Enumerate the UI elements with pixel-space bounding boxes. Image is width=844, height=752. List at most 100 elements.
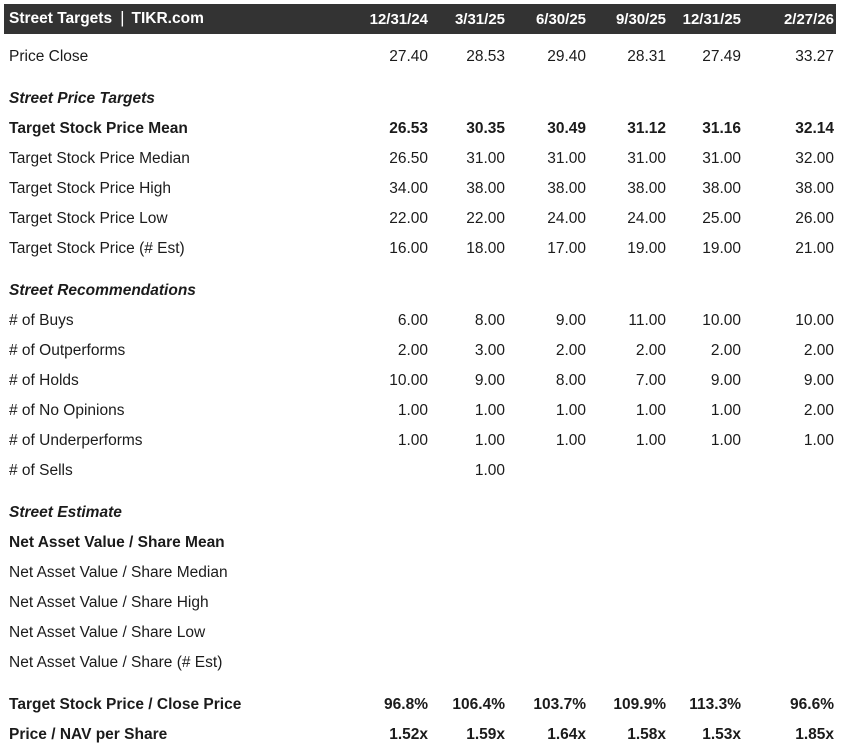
row-value: 38.00 <box>547 180 586 197</box>
row-value: 8.00 <box>555 372 586 389</box>
row-value: 28.31 <box>627 48 666 65</box>
row-value: 22.00 <box>389 210 428 227</box>
row-value: 8.00 <box>474 312 505 329</box>
row-value: 30.49 <box>547 120 586 137</box>
row-label: Target Stock Price / Close Price <box>9 696 242 713</box>
row-label: # of Outperforms <box>9 342 126 359</box>
row-value: 28.53 <box>466 48 505 65</box>
row-value: 16.00 <box>389 240 428 257</box>
row-value: 2.00 <box>803 402 834 419</box>
table-row: Net Asset Value / Share Low <box>4 618 836 648</box>
table-row: # of No Opinions 1.00 1.00 1.00 1.00 1.00 2.00 <box>4 396 836 426</box>
table-row: Target Stock Price Median 26.50 31.00 31.00… <box>4 144 836 174</box>
row-value: 6.00 <box>397 312 428 329</box>
row-label: Target Stock Price High <box>9 180 171 197</box>
row-value: 1.53x <box>702 726 741 743</box>
header-date-column: 2/27/26 <box>783 10 834 28</box>
row-value: 26.00 <box>795 210 834 227</box>
row-value: 31.00 <box>547 150 586 167</box>
table-title: Street Targets | TIKR.com <box>4 8 350 29</box>
row-value: 25.00 <box>702 210 741 227</box>
header-date-column: 12/31/25 <box>682 10 741 28</box>
row-value: 32.00 <box>795 150 834 167</box>
table-row: Target Stock Price / Close Price 96.8% 106… <box>4 690 836 720</box>
row-label: Net Asset Value / Share (# Est) <box>9 654 223 671</box>
row-label: Street Recommendations <box>9 282 196 299</box>
row-value: 9.00 <box>803 372 834 389</box>
header-date-column: 3/31/25 <box>454 10 505 28</box>
row-value: 22.00 <box>466 210 505 227</box>
row-value: 38.00 <box>702 180 741 197</box>
table-row: Net Asset Value / Share High <box>4 588 836 618</box>
row-value: 10.00 <box>389 372 428 389</box>
table-row: Target Stock Price Low 22.00 22.00 24.00 24.… <box>4 204 836 234</box>
row-value: 1.00 <box>397 432 428 449</box>
row-label: Net Asset Value / Share High <box>9 594 209 611</box>
row-value: 96.6% <box>790 696 834 713</box>
row-value: 29.40 <box>547 48 586 65</box>
row-value: 11.00 <box>628 312 666 329</box>
row-value: 2.00 <box>635 342 666 359</box>
row-value: 18.00 <box>466 240 505 257</box>
row-value: 26.50 <box>389 150 428 167</box>
table-row: # of Underperforms 1.00 1.00 1.00 1.00 1.00 1.… <box>4 426 836 456</box>
row-value: 31.00 <box>627 150 666 167</box>
row-value: 38.00 <box>795 180 834 197</box>
table-row: Price / NAV per Share 1.52x 1.59x 1.64x 1.58… <box>4 720 836 750</box>
table-row: Target Stock Price Mean 26.53 30.35 30.49 31… <box>4 114 836 144</box>
row-value: 38.00 <box>627 180 666 197</box>
table-row: Price Close 27.40 28.53 29.40 28.31 27.49 33.2… <box>4 42 836 72</box>
section-header-row: Street Estimate <box>4 498 836 528</box>
row-label: Street Estimate <box>9 504 122 521</box>
table-row: # of Sells 1.00 <box>4 456 836 486</box>
row-value: 31.16 <box>702 120 741 137</box>
row-value: 96.8% <box>384 696 428 713</box>
row-value: 38.00 <box>466 180 505 197</box>
row-label: Street Price Targets <box>9 90 155 107</box>
row-label: # of No Opinions <box>9 402 125 419</box>
table-body: Price Close 27.40 28.53 29.40 28.31 27.49 33.2… <box>4 34 836 750</box>
row-value: 1.52x <box>389 726 428 743</box>
row-label: Net Asset Value / Share Low <box>9 624 206 641</box>
row-value: 1.59x <box>466 726 505 743</box>
row-label: # of Sells <box>9 462 73 479</box>
row-label: Target Stock Price (# Est) <box>9 240 185 257</box>
row-value: 1.00 <box>397 402 428 419</box>
row-value: 32.14 <box>795 120 834 137</box>
row-value: 106.4% <box>452 696 505 713</box>
row-value: 27.40 <box>389 48 428 65</box>
row-value: 113.3% <box>689 696 741 713</box>
row-value: 9.00 <box>555 312 586 329</box>
row-value: 1.58x <box>627 726 666 743</box>
table-row: # of Outperforms 2.00 3.00 2.00 2.00 2.00 2.00 <box>4 336 836 366</box>
row-value: 10.00 <box>702 312 741 329</box>
row-value: 1.00 <box>803 432 834 449</box>
section-header-row: Street Recommendations <box>4 276 836 306</box>
row-value: 19.00 <box>627 240 666 257</box>
row-value: 1.00 <box>474 402 505 419</box>
row-value: 31.00 <box>466 150 505 167</box>
row-value: 2.00 <box>397 342 428 359</box>
row-value: 33.27 <box>795 48 834 65</box>
row-label: Target Stock Price Mean <box>9 120 188 137</box>
table-row: # of Holds 10.00 9.00 8.00 7.00 9.00 9.00 <box>4 366 836 396</box>
row-value: 1.00 <box>635 432 666 449</box>
row-value: 1.85x <box>795 726 834 743</box>
street-targets-panel: Street Targets | TIKR.com 12/31/24 3/31/2… <box>4 4 836 750</box>
row-value: 24.00 <box>627 210 666 227</box>
row-value: 17.00 <box>547 240 586 257</box>
header-date-column: 12/31/24 <box>369 10 428 28</box>
table-title-text: Street Targets <box>9 10 113 27</box>
row-value: 2.00 <box>555 342 586 359</box>
row-label: Target Stock Price Median <box>9 150 190 167</box>
brand-text: TIKR.com <box>131 10 204 27</box>
row-value: 1.00 <box>710 402 741 419</box>
row-value: 9.00 <box>474 372 505 389</box>
row-value: 34.00 <box>389 180 428 197</box>
row-label: # of Underperforms <box>9 432 143 449</box>
table-row: Net Asset Value / Share Mean <box>4 528 836 558</box>
row-value: 19.00 <box>702 240 741 257</box>
row-value: 9.00 <box>710 372 741 389</box>
row-label: Net Asset Value / Share Mean <box>9 534 225 551</box>
row-value: 24.00 <box>547 210 586 227</box>
